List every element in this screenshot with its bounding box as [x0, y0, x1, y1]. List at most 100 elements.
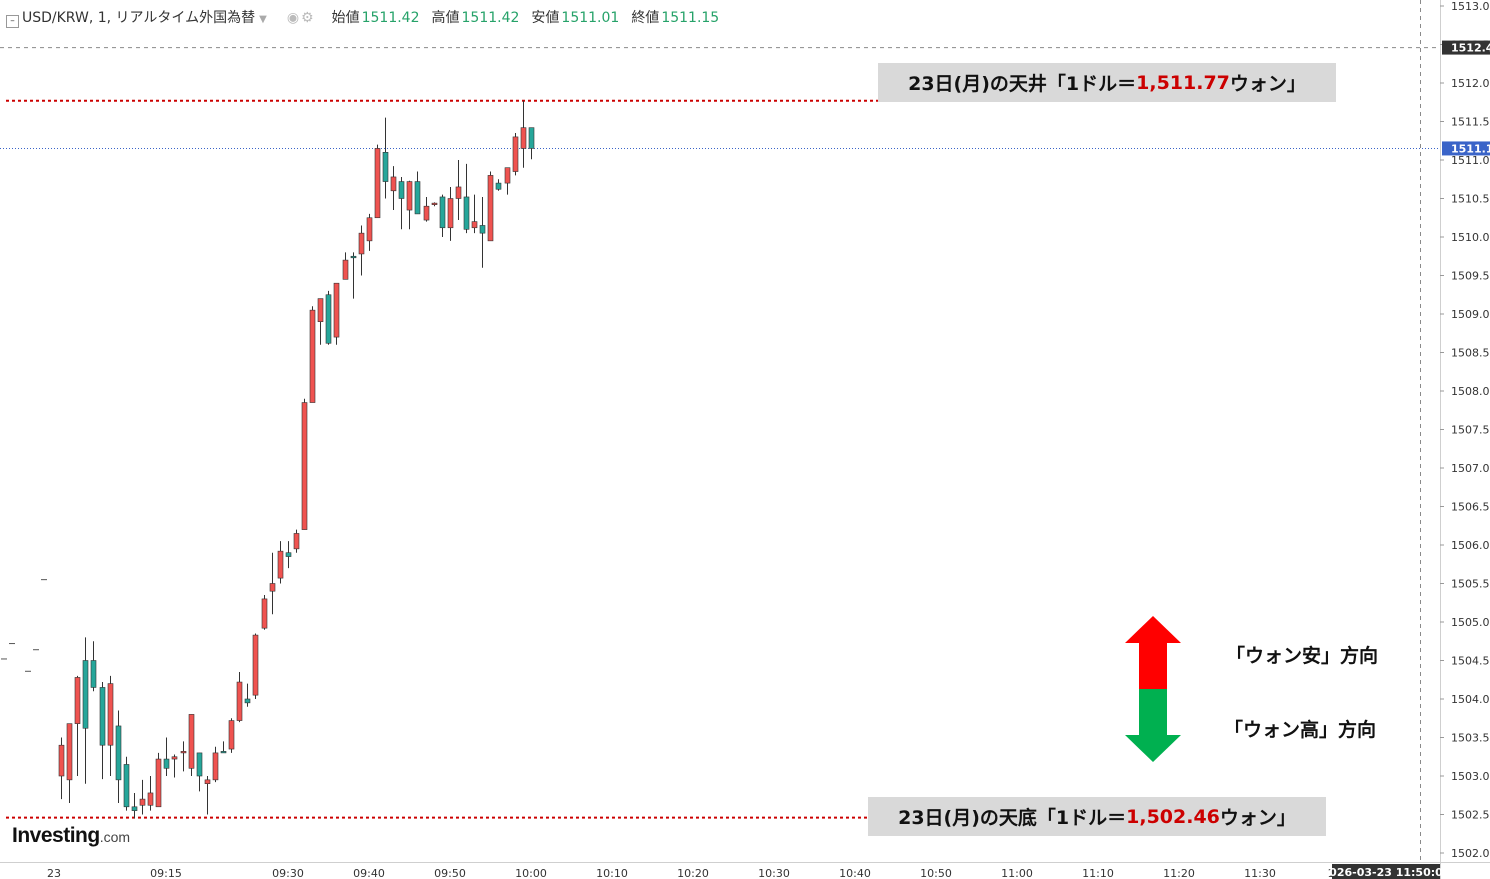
candle-body	[390, 176, 397, 192]
time-tick-label: 11:00	[1001, 867, 1033, 879]
time-tick-label: 10:00	[515, 867, 547, 879]
investing-logo: Investing.com	[12, 824, 130, 848]
price-tick-label: 1505.50	[1451, 578, 1490, 591]
collapse-icon[interactable]: –	[6, 15, 19, 28]
time-cursor-badge	[1332, 864, 1440, 879]
price-tick-label: 1506.00	[1451, 539, 1490, 552]
candle-body	[58, 744, 65, 777]
legend-settings-icon[interactable]: ◉⚙	[286, 10, 316, 26]
candle	[390, 166, 397, 211]
candle-body	[504, 167, 511, 184]
price-tick-label: 1504.00	[1451, 693, 1490, 706]
time-tick-label: 10:40	[839, 867, 871, 879]
candle-body	[269, 583, 276, 592]
candle	[220, 741, 227, 754]
candle	[358, 225, 365, 276]
low-label: 安値	[531, 10, 560, 26]
candle-body	[107, 683, 114, 746]
candle	[171, 754, 178, 778]
candle-body	[74, 677, 81, 724]
candle	[350, 252, 357, 299]
candle	[333, 282, 340, 345]
time-tick-label: 10:10	[596, 867, 628, 879]
candle-body	[171, 756, 178, 760]
candle	[398, 176, 405, 230]
candle-body	[293, 533, 300, 550]
candle	[447, 186, 454, 241]
open-value: 1511.42	[361, 10, 420, 26]
candle	[463, 163, 470, 234]
candle	[285, 541, 292, 569]
candle-body	[455, 186, 462, 199]
ceiling-value: 1,511.77	[1136, 71, 1230, 94]
candle-body	[90, 660, 97, 688]
candle-body	[495, 182, 502, 190]
price-tick-label: 1510.00	[1451, 231, 1490, 244]
candle-body	[66, 723, 73, 781]
time-tick-label: 1	[1328, 867, 1335, 879]
low-value: 1511.01	[561, 10, 620, 26]
candle-body	[528, 127, 535, 149]
floor-prefix: 23日(月)の天底「1ドル＝	[898, 807, 1127, 829]
time-axis[interactable]: 23 09:15 09:30 09:40 09:50 10:00 10:10 10:20 10:…	[47, 864, 1451, 879]
candle	[99, 682, 106, 780]
candle	[366, 213, 373, 251]
price-tick-label: 1508.00	[1451, 385, 1490, 398]
candles[interactable]	[58, 100, 535, 819]
candle	[374, 144, 381, 219]
candle-body	[228, 720, 235, 750]
candle-body	[204, 779, 211, 784]
candle	[147, 776, 154, 811]
candle	[139, 779, 146, 815]
candle	[123, 756, 130, 811]
time-tick-label: 09:50	[434, 867, 466, 879]
candle-body	[382, 152, 389, 182]
candle	[301, 398, 308, 530]
candle	[431, 202, 438, 207]
candle	[520, 100, 527, 168]
time-tick-label: 11:10	[1082, 867, 1114, 879]
candle-body	[220, 751, 227, 754]
candle-body	[374, 148, 381, 219]
price-badge-label: 1512.46	[1451, 42, 1490, 55]
candle	[66, 723, 73, 803]
candle	[309, 306, 316, 403]
price-axis[interactable]: 1513.001512.501512.001511.501511.001510.…	[1440, 0, 1490, 860]
candle	[196, 752, 203, 792]
price-tick-label: 1512.00	[1451, 77, 1490, 90]
candle-body	[163, 758, 170, 769]
candle	[163, 737, 170, 776]
candle	[439, 194, 446, 237]
candle	[82, 637, 89, 784]
candle	[293, 529, 300, 553]
candle	[277, 541, 284, 584]
time-tick-label: 10:30	[758, 867, 790, 879]
won-strong-label: 「ウォン高」方向	[1224, 719, 1377, 741]
arrow-down-icon	[1125, 689, 1181, 762]
candle-body	[99, 687, 106, 746]
candle-body	[325, 294, 332, 344]
ceiling-suffix: ウォン」	[1229, 73, 1306, 95]
candle-body	[115, 725, 122, 781]
candle-body	[139, 798, 146, 806]
candle	[269, 552, 276, 615]
candle-body	[123, 764, 130, 808]
candle	[325, 290, 332, 345]
candle	[188, 714, 195, 776]
candle-body	[155, 758, 162, 808]
price-tick-label: 1507.00	[1451, 462, 1490, 475]
chevron-down-icon[interactable]: ▼	[259, 14, 267, 25]
candle-body	[463, 196, 470, 230]
candle	[115, 710, 122, 803]
candle-body	[471, 221, 478, 229]
candle	[180, 741, 187, 772]
candle	[414, 171, 421, 215]
price-tick-label: 1509.00	[1451, 308, 1490, 321]
price-tick-label: 1511.50	[1451, 116, 1490, 129]
candle	[212, 746, 219, 783]
direction-arrows	[1125, 616, 1181, 762]
time-tick-label: 09:40	[353, 867, 385, 879]
legend-symbol[interactable]: USD/KRW, 1, リアルタイム外国為替	[22, 10, 256, 26]
candle-body	[398, 181, 405, 199]
